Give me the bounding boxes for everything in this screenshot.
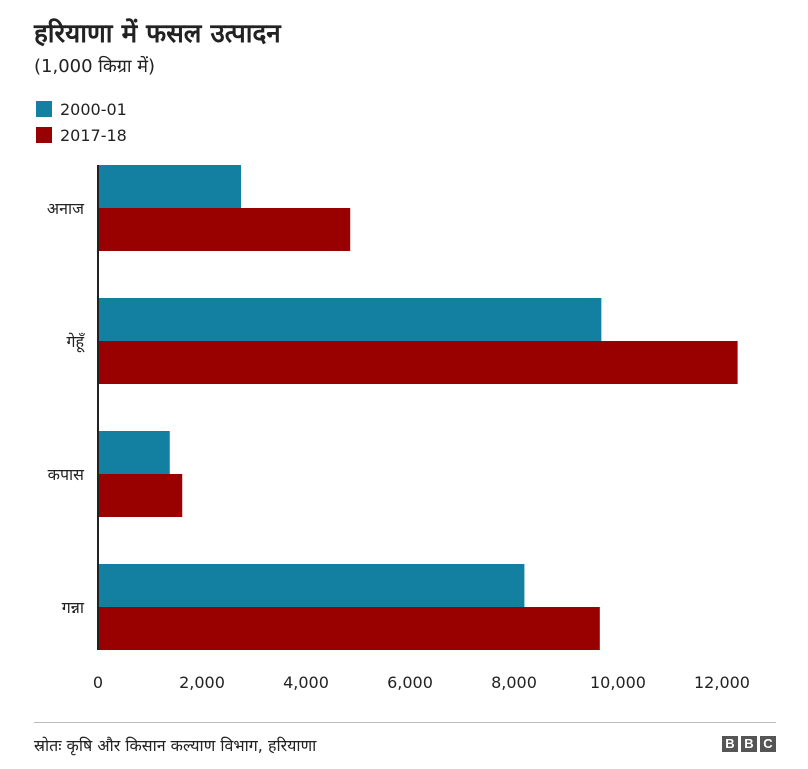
legend-item-2017-18: 2017-18 [36, 122, 127, 148]
chart-title: हरियाणा में फसल उत्पादन [34, 19, 281, 49]
x-tick-label: 8,000 [491, 673, 537, 692]
x-tick-label: 10,000 [590, 673, 646, 692]
legend-swatch-2017-18 [36, 127, 52, 143]
bar-2000-01-1 [98, 298, 602, 341]
bbc-logo-letter: C [760, 736, 776, 752]
category-label: गन्ना [62, 598, 85, 617]
source-note: स्रोतः कृषि और किसान कल्याण विभाग, हरिया… [34, 736, 317, 755]
bar-2000-01-2 [98, 431, 170, 474]
bar-2017-18-2 [98, 474, 183, 517]
legend-item-2000-01: 2000-01 [36, 96, 127, 122]
chart-subtitle: (1,000 किग्रा में) [34, 56, 156, 77]
legend-swatch-2000-01 [36, 101, 52, 117]
category-label: कपास [48, 465, 86, 484]
x-tick-label: 12,000 [694, 673, 750, 692]
x-tick-label: 2,000 [179, 673, 225, 692]
footer-divider [34, 722, 776, 723]
x-tick-label: 6,000 [387, 673, 433, 692]
category-label: गेहूँ [66, 332, 85, 353]
bar-2000-01-0 [98, 165, 241, 208]
bbc-logo: B B C [722, 736, 776, 752]
bar-2017-18-1 [98, 341, 738, 384]
bar-2017-18-0 [98, 208, 351, 251]
bbc-logo-letter: B [741, 736, 757, 752]
x-tick-label: 4,000 [283, 673, 329, 692]
category-label: अनाज [47, 199, 85, 218]
legend: 2000-01 2017-18 [36, 96, 127, 148]
bbc-logo-letter: B [722, 736, 738, 752]
bar-2000-01-3 [98, 564, 525, 607]
legend-label-2017-18: 2017-18 [60, 125, 127, 145]
legend-label-2000-01: 2000-01 [60, 99, 127, 119]
bar-2017-18-3 [98, 607, 600, 650]
x-tick-label: 0 [93, 673, 103, 692]
